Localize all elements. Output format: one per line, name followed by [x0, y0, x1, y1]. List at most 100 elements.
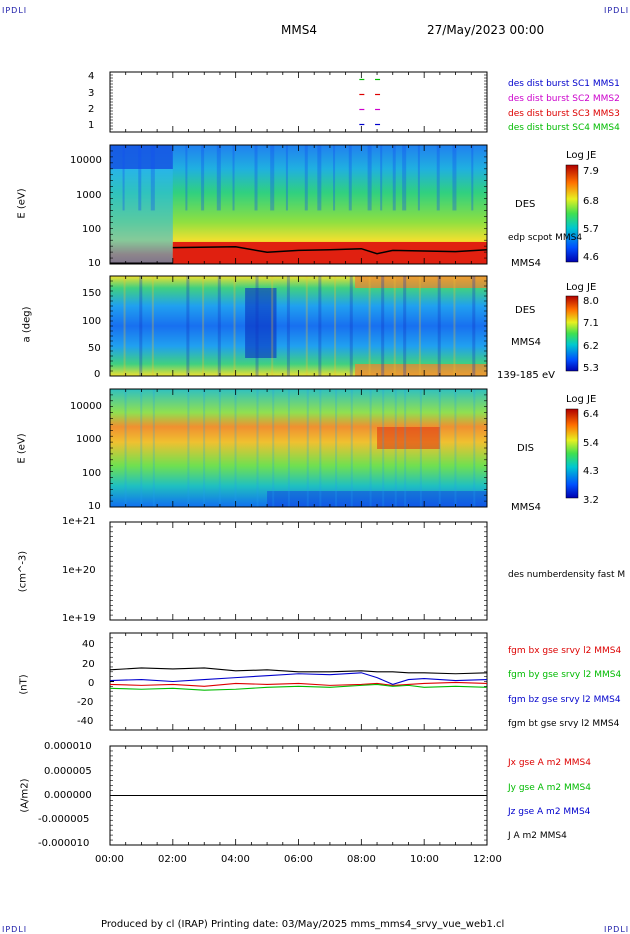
des-energy-cb-title: Log JE: [566, 150, 597, 161]
des-energy-streak: [232, 145, 235, 211]
bfield-line-bt: [109, 667, 488, 675]
burst-tick-1: 1: [88, 120, 95, 131]
bfield-tick-40: 40: [82, 639, 95, 650]
current-tick-p5: 0.000005: [44, 766, 92, 777]
x-tick-1000: 10:00: [410, 854, 439, 865]
des-pitch-streak: [151, 276, 154, 376]
des-pitch-label: DES: [515, 305, 536, 316]
x-tick-0400: 04:00: [221, 854, 250, 865]
des-energy-streak: [201, 145, 205, 211]
des-pitch-streak: [334, 276, 337, 376]
footer-left-logo: IPDLI: [2, 925, 28, 934]
dis-energy-cb-tick-3: 3.2: [583, 495, 599, 506]
des-energy-streak: [436, 145, 440, 211]
dis-energy-streak: [272, 389, 275, 507]
dis-energy-streak: [369, 389, 372, 507]
des-energy-cb-tick-0: 7.9: [583, 166, 599, 177]
bfield-ylabel: (nT): [18, 674, 30, 695]
des-pitch-streak: [271, 276, 274, 376]
des-energy-early-top: [110, 145, 173, 169]
density-tick-1e20: 1e+20: [62, 565, 96, 576]
burst-legend-mms4: des dist burst SC4 MMS4: [508, 123, 620, 133]
density-legend: des numberdensity fast M: [508, 570, 626, 580]
des-pitch-streak: [305, 276, 308, 376]
des-energy-cb-tick-1: 6.8: [583, 196, 599, 207]
current-legend-jy: Jy gse A m2 MMS4: [508, 783, 591, 793]
des-pitch-colorbar: [565, 295, 579, 372]
right-logo: IPDLI: [604, 6, 630, 15]
x-tick-0600: 06:00: [284, 854, 313, 865]
dis-energy-streak: [124, 389, 127, 507]
des-energy-ylabel: E (eV): [16, 188, 28, 219]
des-pitch-dark-region: [245, 288, 277, 358]
des-energy-label: DES: [515, 199, 536, 210]
dis-energy-cb-tick-2: 4.3: [583, 466, 599, 477]
burst-tick-3: 3: [88, 88, 95, 99]
des-pitch-cb-tick-2: 6.2: [583, 341, 599, 352]
dis-energy-streak: [319, 389, 322, 507]
dis-energy-tick-100: 100: [82, 468, 102, 479]
bfield-legend-bt: fgm bt gse srvy l2 MMS4: [508, 719, 620, 729]
dis-energy-streak: [473, 389, 476, 507]
dis-energy-streak: [350, 389, 353, 507]
des-energy-streak: [122, 145, 125, 211]
dis-energy-tick-10: 10: [88, 501, 101, 512]
density-tick-1e19: 1e+19: [62, 613, 96, 624]
x-tick-1200: 12:00: [473, 854, 502, 865]
current-legend-jz: Jz gse A m2 MMS4: [508, 807, 591, 817]
bfield-legend-by: fgm by gse srvy l2 MMS4: [508, 670, 622, 680]
density-tick-1e21: 1e+21: [62, 516, 96, 527]
spacecraft-title: MMS4: [281, 23, 317, 37]
bfield-line-bz: [109, 672, 488, 685]
bfield-tick-20: 20: [82, 659, 95, 670]
des-pitch-ylabel: a (deg): [21, 306, 33, 343]
dis-energy-tick-1000: 1000: [76, 434, 102, 445]
des-pitch-streak: [202, 276, 205, 376]
des-energy-streak: [254, 145, 258, 211]
des-energy-streak: [270, 145, 275, 211]
des-energy-streak: [185, 145, 188, 211]
burst-tick-4: 4: [88, 71, 95, 82]
des-pitch-sc-label: MMS4: [511, 337, 541, 348]
des-energy-tick-1000: 1000: [76, 190, 102, 201]
des-pitch-tick-150: 150: [82, 288, 102, 299]
des-pitch-streak: [349, 276, 353, 376]
bfield-line-by: [109, 683, 488, 691]
des-pitch-streak: [418, 276, 421, 376]
dis-energy-cb-tick-0: 6.4: [583, 409, 599, 420]
des-energy-cb-tick-2: 5.7: [583, 224, 599, 235]
burst-tick-2: 2: [88, 104, 95, 115]
dis-energy-streak: [203, 389, 206, 507]
dis-energy-ylabel: E (eV): [16, 433, 28, 464]
des-energy-streak: [452, 145, 457, 211]
des-pitch-bottom-band: [355, 364, 487, 376]
datetime-title: 27/May/2023 00:00: [427, 23, 545, 37]
dis-energy-streak: [140, 389, 143, 507]
des-pitch-energy-label: 139-185 eV: [497, 370, 555, 381]
des-energy-streak: [348, 145, 352, 211]
bfield-tick-0: 0: [88, 678, 95, 689]
des-pitch-streak: [318, 276, 322, 376]
dis-energy-hot-region: [377, 427, 440, 449]
des-pitch-tick-50: 50: [88, 343, 101, 354]
bfield-line-bx: [109, 681, 488, 687]
des-pitch-streak: [403, 276, 407, 376]
dis-energy-streak: [454, 389, 457, 507]
bfield-legend-bz: fgm bz gse srvy l2 MMS4: [508, 695, 621, 705]
dis-energy-streak: [256, 389, 259, 507]
des-pitch-tick-100: 100: [82, 316, 102, 327]
dis-energy-label: DIS: [517, 443, 534, 454]
des-pitch-streak: [393, 276, 396, 376]
des-energy-tick-10000: 10000: [70, 155, 102, 166]
des-pitch-streak: [139, 276, 143, 376]
des-energy-streak: [216, 145, 221, 211]
des-energy-streak: [138, 145, 142, 211]
des-energy-low-band: [172, 242, 488, 264]
dis-energy-streak: [287, 389, 290, 507]
current-ylabel: (A/m2): [19, 778, 31, 813]
bfield-tick-m40: -40: [77, 716, 94, 727]
des-pitch-spectrogram: [110, 276, 487, 376]
x-tick-0000: 00:00: [95, 854, 124, 865]
des-energy-streak: [392, 145, 396, 211]
dis-energy-streak: [152, 389, 155, 507]
